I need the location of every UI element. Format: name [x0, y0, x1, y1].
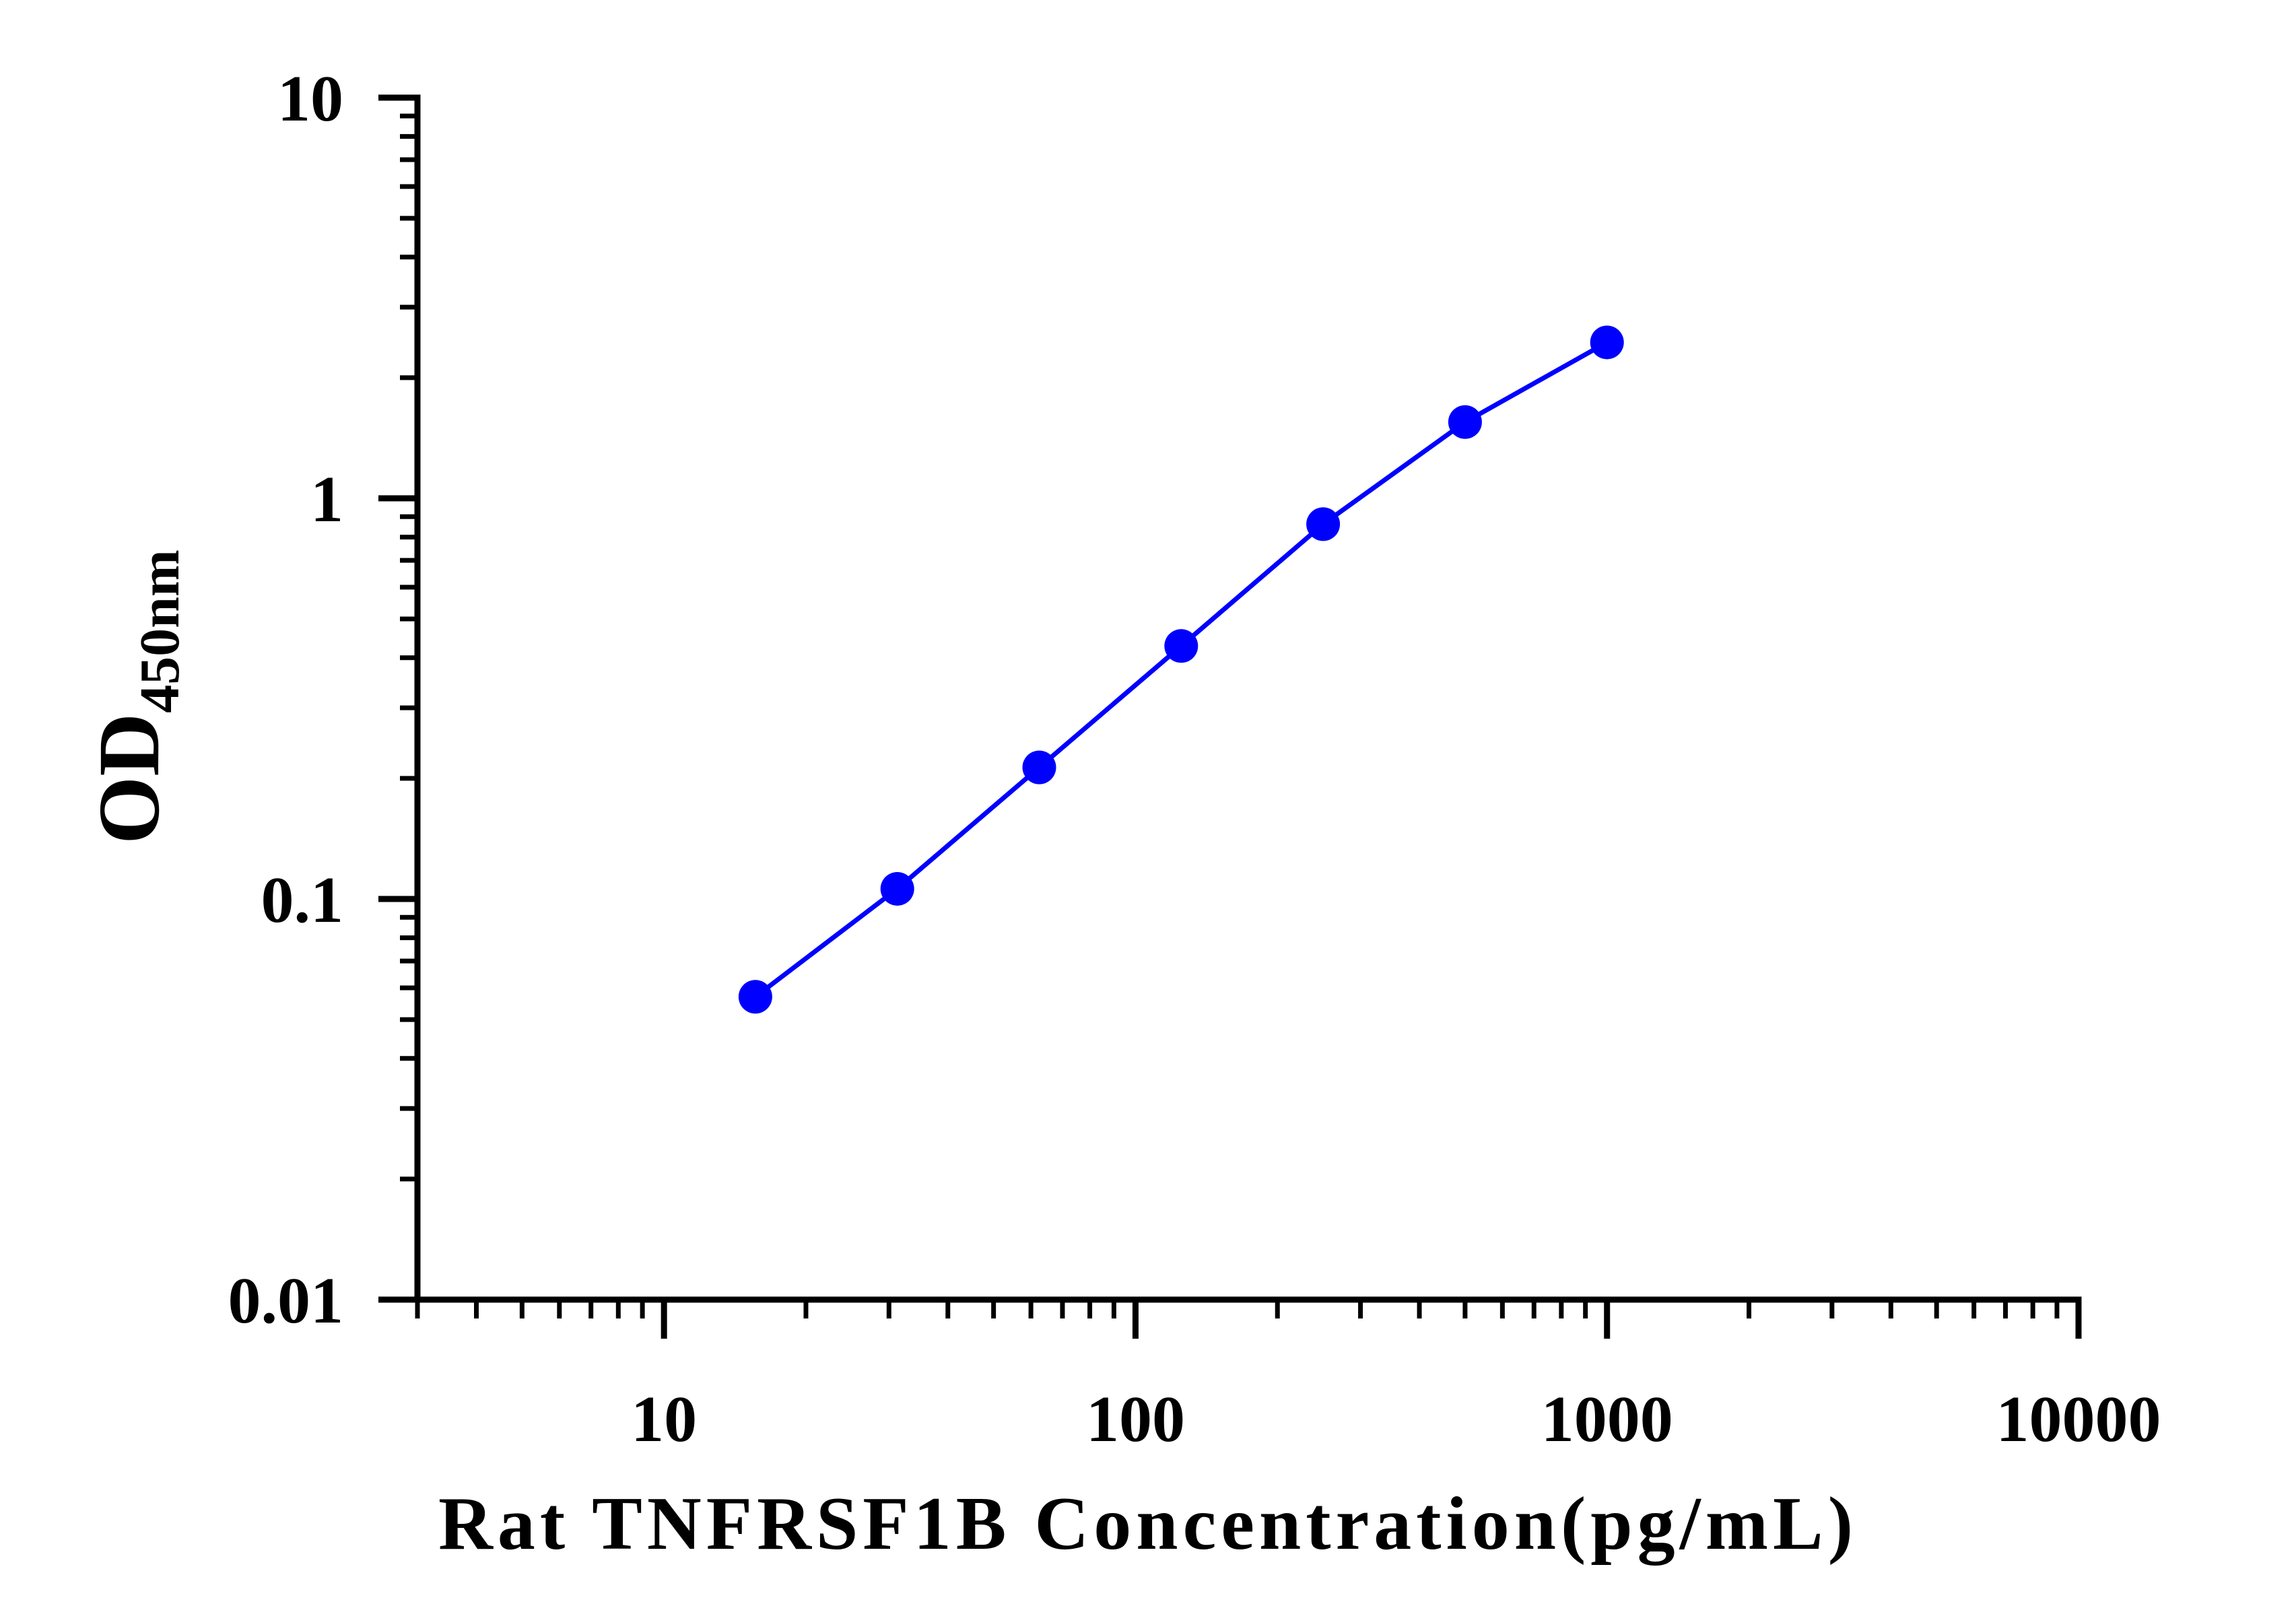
- y-tick-label: 1: [310, 463, 343, 536]
- series-line: [753, 340, 1609, 999]
- y-axis-title-main: OD: [81, 713, 178, 844]
- x-tick-label: 1000: [1541, 1383, 1673, 1456]
- data-point: [1590, 325, 1624, 360]
- data-point: [1164, 629, 1198, 663]
- y-axis-title-subscript: 450nm: [129, 549, 191, 713]
- x-tick-label: 10000: [1996, 1383, 2161, 1456]
- y-tick-label: 10: [277, 63, 343, 135]
- data-point: [1022, 750, 1056, 784]
- data-point: [1448, 405, 1482, 439]
- data-point: [738, 980, 772, 1014]
- x-axis-title: Rat TNFRSF1B Concentration(pg/mL): [438, 1482, 1858, 1566]
- data-point: [880, 871, 914, 906]
- data-point: [1306, 507, 1341, 541]
- y-tick-label: 0.01: [228, 1265, 344, 1337]
- x-tick-label: 100: [1086, 1383, 1185, 1456]
- y-tick-label: 0.1: [261, 864, 344, 937]
- data-series: [738, 325, 1624, 1014]
- y-axis: 0.01 0.1 1 10: [228, 63, 421, 1337]
- y-axis-title: OD450nm: [81, 549, 191, 844]
- x-axis: 10 100 1000 10000: [414, 1296, 2161, 1456]
- x-tick-label: 10: [631, 1383, 697, 1456]
